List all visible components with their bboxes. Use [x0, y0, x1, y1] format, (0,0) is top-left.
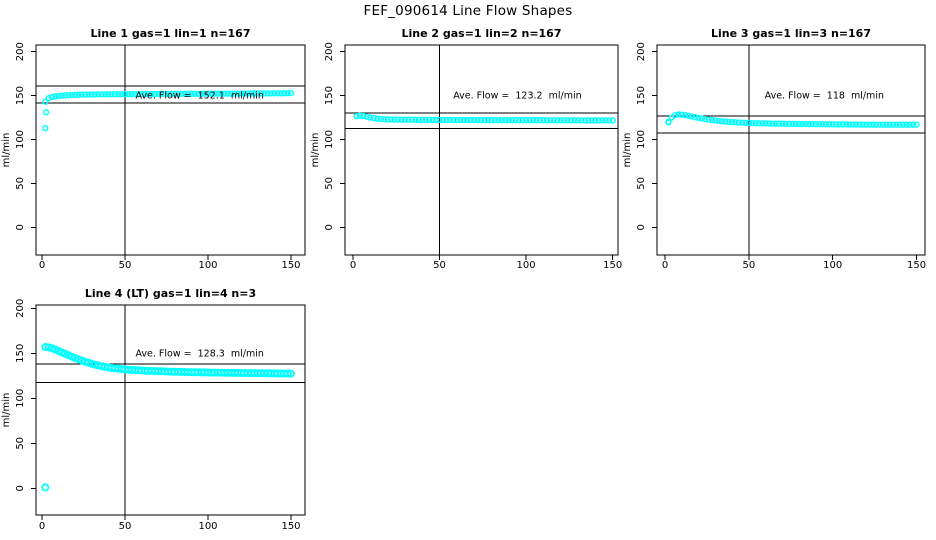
y-tick-label: 0	[636, 224, 647, 230]
x-tick-label: 0	[662, 260, 668, 271]
x-tick-label: 50	[119, 521, 132, 532]
data-points	[41, 342, 295, 492]
outlier-point	[42, 124, 49, 132]
y-tick-label: 150	[15, 86, 26, 105]
y-tick-label: 0	[324, 224, 335, 230]
y-tick-label: 150	[15, 344, 26, 363]
x-tick-label: 100	[198, 521, 217, 532]
y-tick-label: 50	[324, 177, 335, 190]
y-axis-label: ml/min	[310, 133, 321, 168]
y-tick-label: 50	[15, 437, 26, 450]
y-tick-label: 100	[15, 389, 26, 408]
y-axis-label: ml/min	[1, 133, 12, 168]
panel-line-4-lt: Ave. Flow = 128.3 ml/min Line 4 (LT) gas=…	[1, 287, 306, 532]
x-tick-label: 100	[198, 260, 217, 271]
y-tick-label: 0	[15, 224, 26, 230]
panel-title: Line 4 (LT) gas=1 lin=4 n=3	[85, 287, 256, 300]
data-points	[353, 112, 616, 124]
y-tick-label: 200	[15, 299, 26, 318]
ave-flow-annotation: Ave. Flow = 128.3 ml/min	[135, 348, 263, 359]
ave-flow-annotation: Ave. Flow = 123.2 ml/min	[453, 91, 581, 102]
y-tick-label: 50	[636, 177, 647, 190]
plot-box	[35, 44, 306, 256]
data-points	[42, 89, 295, 132]
panel-title: Line 1 gas=1 lin=1 n=167	[90, 27, 250, 40]
x-tick-label: 100	[517, 260, 536, 271]
ave-flow-annotation: Ave. Flow = 118 ml/min	[765, 91, 884, 102]
x-tick-label: 150	[603, 260, 622, 271]
x-tick-label: 0	[39, 260, 45, 271]
y-tick-label: 200	[324, 42, 335, 61]
plot-box	[344, 44, 619, 256]
y-tick-label: 100	[15, 130, 26, 149]
y-tick-label: 200	[15, 42, 26, 61]
x-tick-label: 150	[907, 260, 926, 271]
y-tick-label: 100	[324, 130, 335, 149]
y-tick-label: 150	[324, 86, 335, 105]
data-points	[665, 111, 920, 128]
y-tick-label: 100	[636, 130, 647, 149]
x-tick-label: 150	[281, 260, 300, 271]
panel-line-1: Ave. Flow = 152.1 ml/min Line 1 gas=1 lin…	[1, 27, 306, 271]
x-tick-label: 0	[39, 521, 45, 532]
x-tick-label: 50	[742, 260, 755, 271]
panel-title: Line 3 gas=1 lin=3 n=167	[711, 27, 871, 40]
y-tick-label: 150	[636, 86, 647, 105]
y-tick-label: 50	[15, 177, 26, 190]
plot-box	[35, 304, 306, 516]
x-tick-label: 0	[350, 260, 356, 271]
y-tick-label: 0	[15, 485, 26, 491]
panel-line-2: Ave. Flow = 123.2 ml/min Line 2 gas=1 lin…	[310, 27, 622, 271]
x-tick-label: 50	[119, 260, 132, 271]
outlier-point	[665, 119, 672, 126]
panel-line-3: Ave. Flow = 118 ml/min Line 3 gas=1 lin=3…	[622, 27, 926, 271]
outlier-point	[42, 109, 50, 116]
y-axis-label: ml/min	[622, 133, 633, 168]
x-tick-label: 50	[433, 260, 446, 271]
ave-flow-annotation: Ave. Flow = 152.1 ml/min	[135, 91, 263, 102]
x-tick-label: 100	[823, 260, 842, 271]
y-axis-label: ml/min	[1, 393, 12, 428]
plot-box	[656, 44, 926, 256]
y-tick-label: 200	[636, 42, 647, 61]
panel-title: Line 2 gas=1 lin=2 n=167	[401, 27, 561, 40]
outlier-point	[41, 483, 50, 492]
figure-title: FEF_090614 Line Flow Shapes	[364, 3, 573, 19]
x-tick-label: 150	[281, 521, 300, 532]
